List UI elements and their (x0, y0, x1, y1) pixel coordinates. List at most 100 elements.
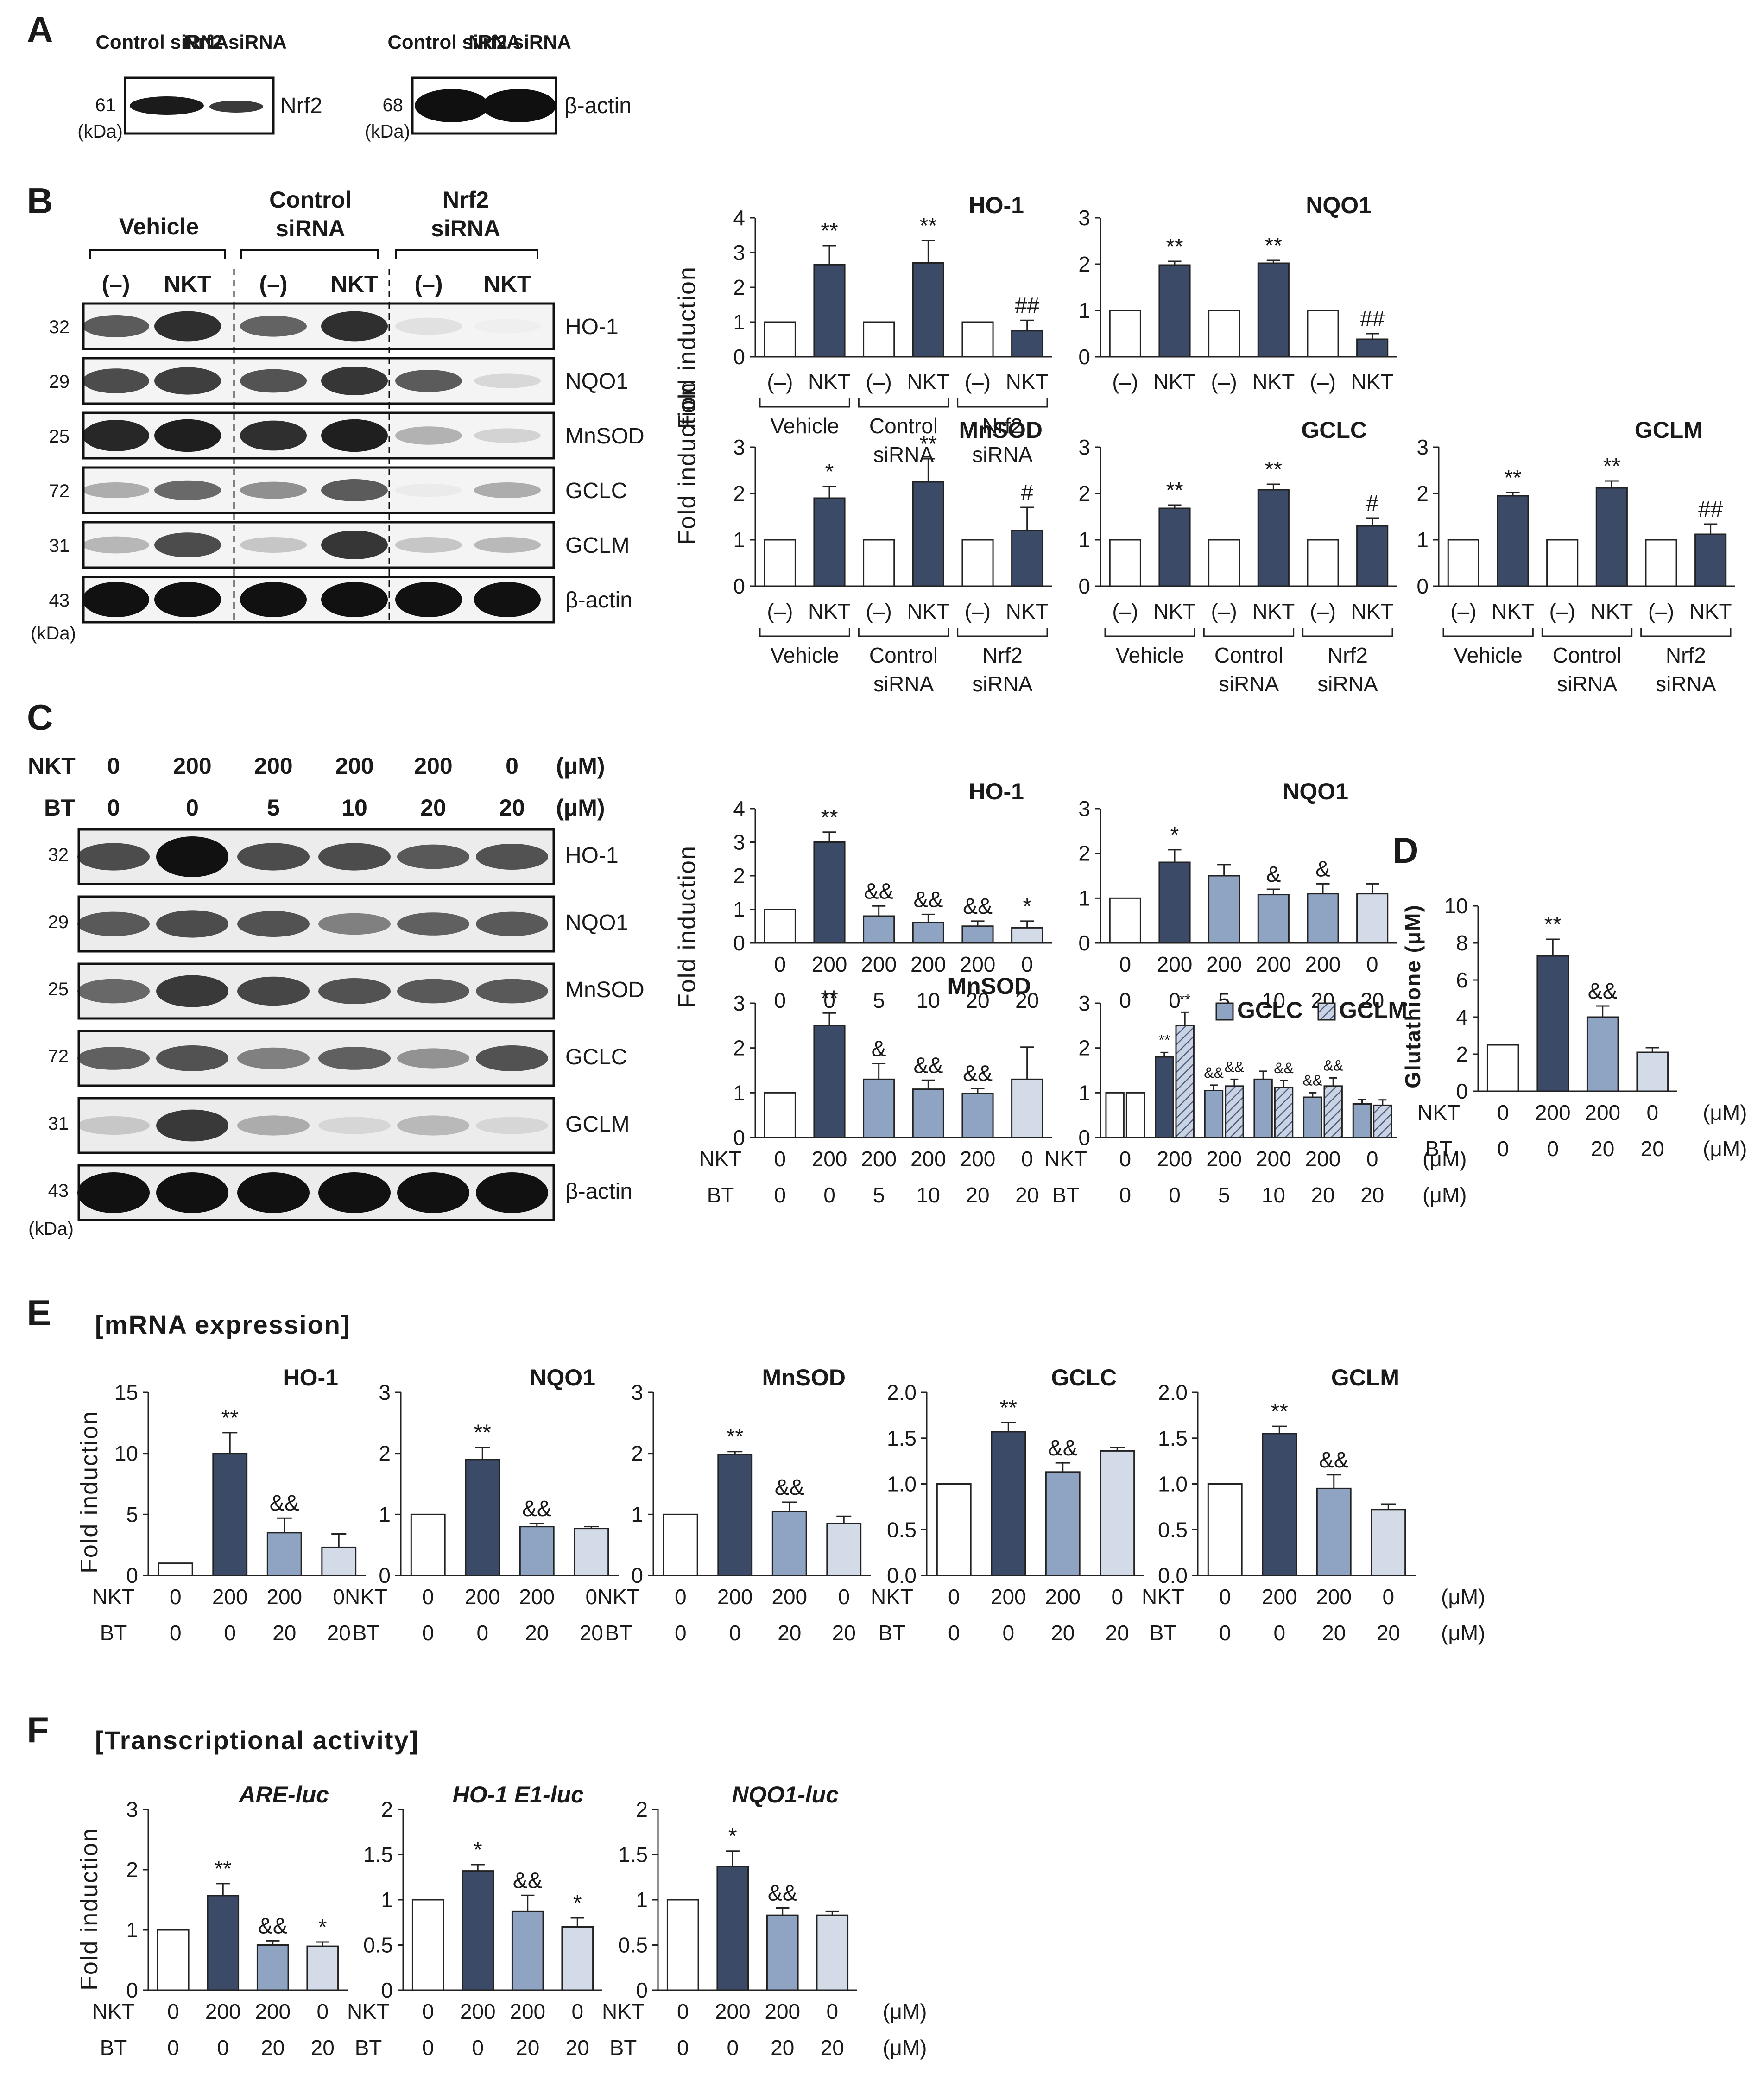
x-tick-label: NKT (1252, 599, 1295, 623)
panel-letter-e: E (27, 1292, 51, 1333)
band (77, 1172, 150, 1213)
group-label-line: Nrf2 (1328, 643, 1368, 667)
chart-e-mnsod: 0 1 2 3 MnSOD ** && NKT BT 0 200 200 0 0 0 20 20 (597, 1365, 871, 1645)
mw-label: 61 (95, 95, 116, 115)
band (397, 1115, 469, 1136)
group-label: Nrf2 siRNA (1656, 643, 1716, 696)
band (156, 836, 228, 877)
significance-label: && (913, 887, 943, 912)
nkt-row-label: NKT (597, 1585, 640, 1609)
band (156, 1109, 228, 1142)
band (395, 483, 462, 497)
nkt-value: 0 (677, 1999, 689, 2024)
panel-letter-b: B (27, 180, 53, 221)
band (476, 1172, 548, 1213)
band (482, 89, 556, 122)
bar (764, 1092, 796, 1138)
nkt-value: 0 (1119, 952, 1132, 976)
significance-label: & (1315, 857, 1330, 881)
bt-value: 0 (1497, 1137, 1509, 1161)
bar (1356, 893, 1389, 944)
bar (1257, 489, 1290, 587)
nkt-value: 200 (519, 1585, 555, 1609)
bt-value: 0 (224, 1621, 236, 1645)
bt-row-label: BT (100, 2036, 127, 2060)
band (474, 373, 541, 388)
bt-value: 20 (778, 1621, 801, 1645)
y-tick-label: 4 (733, 797, 745, 821)
bar (1125, 1092, 1145, 1138)
bar (912, 922, 944, 944)
y-tick-label: 0 (379, 1563, 391, 1587)
bar (256, 1944, 289, 1991)
bar (1257, 894, 1290, 944)
significance-label: ** (821, 219, 838, 243)
bt-value: 0 (1219, 1621, 1231, 1645)
band (474, 319, 541, 333)
nkt-value: 200 (460, 1999, 496, 2024)
bar (1316, 1487, 1352, 1576)
chart-b-nqo1: 0 1 2 3 NQO1 ** ** ## (–) NKT (–) NKT (–) NKT (1078, 192, 1397, 394)
unit-label: (μM) (1441, 1585, 1485, 1609)
bar (764, 539, 796, 587)
y-tick-label: 4 (733, 206, 745, 230)
group-label-line: Control (1553, 643, 1621, 667)
unit-label: (μM) (883, 2036, 927, 2060)
nkt-value: 200 (1256, 1147, 1291, 1171)
protein-label: β-actin (565, 1179, 632, 1204)
y-tick-label: 1 (126, 1918, 138, 1942)
section-label-mrna: [mRNA expression] (95, 1310, 351, 1339)
y-tick-label: 1 (1078, 1081, 1090, 1105)
x-tick-label: (–) (1648, 599, 1674, 623)
band (318, 913, 391, 935)
significance-label: && (1204, 1064, 1224, 1081)
band (318, 1117, 391, 1134)
bt-value: 0 (1169, 1183, 1181, 1207)
bar (462, 1870, 494, 1991)
bt-value: 20 (1360, 988, 1384, 1012)
bar (1207, 1483, 1243, 1576)
y-tick-label: 1 (1078, 528, 1090, 552)
x-tick-label: NKT (1006, 599, 1049, 623)
bar (764, 321, 796, 358)
group-label-line: siRNA (972, 443, 1033, 467)
significance-label: & (872, 1037, 886, 1062)
y-tick-label: 2 (733, 275, 745, 299)
nkt-value: 0 (1382, 1585, 1394, 1609)
bar (1447, 539, 1479, 587)
chart-title: MnSOD (959, 417, 1043, 443)
chart-title: GCLC (1301, 417, 1367, 443)
significance-label: && (522, 1497, 552, 1521)
y-tick-label: 1 (1078, 298, 1090, 323)
bar (663, 1513, 698, 1576)
bar (1257, 262, 1290, 358)
bar (212, 1453, 248, 1576)
bt-value: 20 (821, 2036, 844, 2060)
band (474, 482, 541, 498)
legend-swatch-gclc (1215, 1002, 1234, 1021)
significance-label: ** (474, 1421, 491, 1445)
y-tick-label: 15 (114, 1380, 138, 1404)
bt-value: 0 (677, 2036, 689, 2060)
nkt-row-label: NKT (1044, 1147, 1087, 1171)
y-tick-label: 0.5 (1158, 1518, 1188, 1542)
x-tick-label: NKT (1153, 370, 1196, 394)
bar (157, 1929, 190, 1991)
nkt-value: 200 (1316, 1585, 1352, 1609)
chart-title: GCLM (1635, 417, 1703, 443)
lane-label: NKT (484, 271, 531, 297)
bar (1253, 1078, 1273, 1138)
chart-e-nqo1: 0 1 2 3 NQO1 ** && NKT BT 0 200 200 0 0 0 20 20 (345, 1365, 619, 1645)
protein-label-nrf2: Nrf2 (280, 94, 322, 118)
protein-label: GCLC (565, 1045, 627, 1069)
significance-label: ** (1265, 457, 1282, 482)
bt-value: 20 (566, 2036, 589, 2060)
bar (1011, 330, 1043, 358)
significance-label: ** (1504, 466, 1521, 490)
chart-b-gclm: 0 1 2 3 GCLM ** ** ## (–) NKT (–) NKT (–) NKT Vehicle C… (1416, 417, 1735, 696)
group-label: Vehicle (1115, 643, 1184, 667)
bar (813, 497, 846, 587)
band (318, 843, 391, 871)
mw-label: 31 (49, 536, 70, 556)
